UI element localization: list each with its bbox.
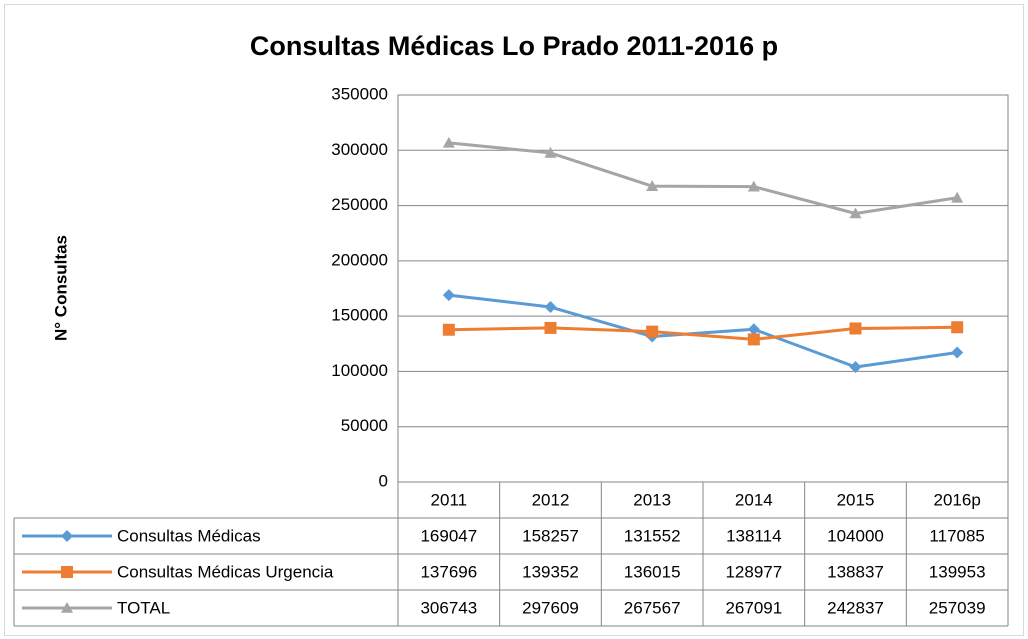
y-tick-label: 50000 <box>341 416 388 435</box>
table-value: 104000 <box>827 526 884 545</box>
point-marker <box>747 323 760 336</box>
point-marker <box>544 301 557 314</box>
table-value: 117085 <box>929 526 984 545</box>
table-value: 136015 <box>624 562 681 581</box>
point-marker <box>849 361 862 374</box>
legend-marker <box>61 602 73 613</box>
table-value: 137696 <box>420 562 477 581</box>
legend-label: Consultas Médicas <box>117 526 261 545</box>
point-marker <box>544 146 557 158</box>
chart-title: Consultas Médicas Lo Prado 2011-2016 p <box>250 31 778 61</box>
y-axis-title: N° Consultas <box>51 235 70 341</box>
table-value: 158257 <box>522 526 579 545</box>
chart-border <box>4 4 1024 636</box>
table-value: 306743 <box>420 598 477 617</box>
x-tick-label: 2011 <box>431 490 468 509</box>
point-marker <box>646 180 659 191</box>
y-tick-label: 100000 <box>331 361 388 380</box>
table-value: 138837 <box>827 562 884 581</box>
y-tick-label: 150000 <box>331 306 388 325</box>
point-marker <box>951 346 964 359</box>
x-tick-label: 2012 <box>532 490 570 509</box>
point-marker <box>951 321 964 334</box>
point-marker <box>442 289 455 302</box>
table-value: 297609 <box>522 598 579 617</box>
point-marker <box>747 180 760 192</box>
point-marker <box>747 333 760 346</box>
y-tick-label: 0 <box>379 471 388 490</box>
series-line <box>448 141 958 215</box>
table-value: 128977 <box>725 562 782 581</box>
x-tick-label: 2015 <box>837 490 875 509</box>
legend-marker <box>61 530 73 542</box>
point-marker <box>849 207 862 219</box>
legend-label: Consultas Médicas Urgencia <box>117 562 334 581</box>
point-marker <box>442 323 455 336</box>
y-tick-label: 300000 <box>331 140 388 159</box>
point-marker <box>646 325 659 338</box>
table-value: 257039 <box>929 598 986 617</box>
series-line <box>448 293 958 369</box>
x-tick-label: 2013 <box>633 490 671 509</box>
table-value: 169047 <box>420 526 477 545</box>
table-value: 267567 <box>624 598 681 617</box>
table-value: 139352 <box>522 562 579 581</box>
x-tick-label: 2016p <box>934 490 981 509</box>
legend-marker <box>61 566 73 578</box>
y-tick-label: 200000 <box>331 250 388 269</box>
table-value: 267091 <box>725 598 782 617</box>
point-marker <box>951 191 964 203</box>
table-value: 131552 <box>624 526 681 545</box>
table-value: 139953 <box>929 562 986 581</box>
table-value: 138114 <box>726 526 781 545</box>
x-tick-label: 2014 <box>735 490 773 509</box>
point-marker <box>544 321 557 334</box>
y-tick-label: 250000 <box>331 195 388 214</box>
y-tick-label: 350000 <box>331 84 388 103</box>
point-marker <box>849 322 862 335</box>
series-line <box>448 325 958 341</box>
legend-label: TOTAL <box>117 598 170 617</box>
point-marker <box>442 136 455 148</box>
table-value: 242837 <box>827 598 884 617</box>
